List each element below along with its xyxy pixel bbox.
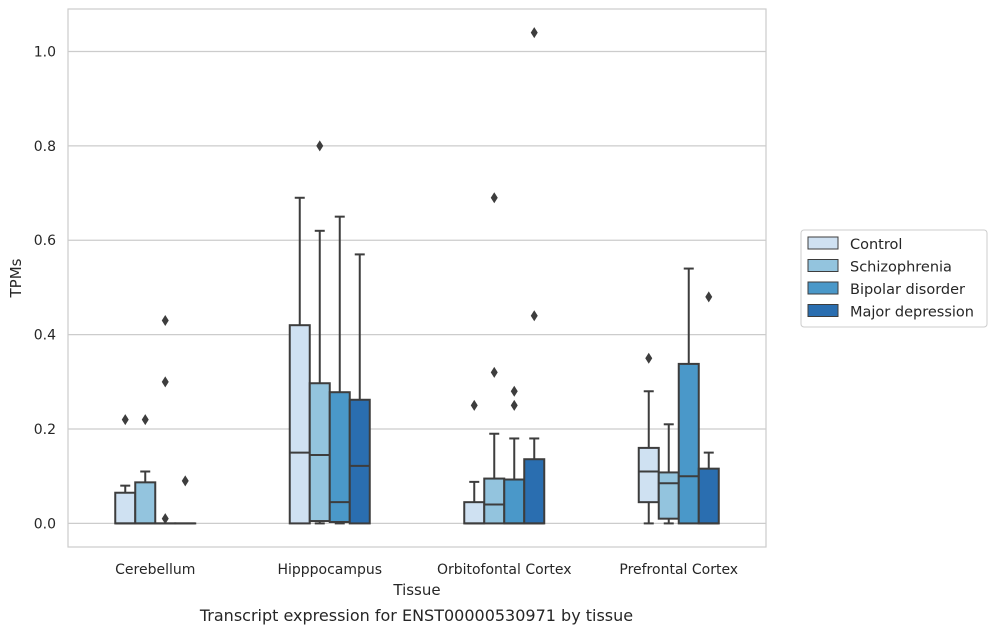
box-3-3: [697, 291, 720, 525]
box-0-1: [134, 414, 157, 525]
box-0-3: [174, 475, 197, 525]
outlier-marker: [161, 314, 169, 326]
box-body: [308, 382, 331, 523]
box-body: [523, 458, 546, 525]
box-1-2: [328, 215, 351, 525]
box-2-2: [503, 385, 526, 525]
outlier-marker: [645, 352, 653, 364]
box-3-2: [677, 267, 700, 525]
outlier-marker: [316, 140, 324, 152]
legend-swatch: [807, 259, 839, 272]
legend-label: Major depression: [850, 305, 974, 321]
outlier-marker: [161, 376, 169, 388]
box-body: [483, 477, 506, 525]
outlier-marker: [141, 414, 149, 426]
box-body: [677, 362, 700, 525]
box-body: [697, 467, 720, 525]
box-2-1: [483, 192, 506, 525]
outlier-marker: [121, 414, 129, 426]
outlier-marker: [530, 310, 538, 322]
boxes-layer: [114, 27, 720, 525]
box-2-0: [463, 399, 486, 525]
y-axis-label: TPMs: [7, 258, 25, 298]
box-0-2: [154, 314, 177, 525]
grid-lines: [68, 50, 766, 525]
x-tick-label: Cerebellum: [115, 562, 195, 578]
box-body: [348, 398, 371, 525]
box-2-3: [523, 27, 546, 525]
legend-swatch: [807, 236, 839, 250]
legend: Control Schizophrenia Bipolar disorder Majo…: [800, 229, 988, 328]
x-axis-label: Tissue: [392, 581, 440, 599]
y-tick-label: 1.0: [34, 44, 56, 60]
x-tick-label: Orbitofontal Cortex: [437, 562, 572, 578]
y-tick-label: 0.6: [34, 233, 56, 249]
box-1-0: [288, 196, 311, 525]
y-tick-label: 0.2: [34, 422, 56, 438]
outlier-marker: [181, 475, 189, 487]
legend-label: Control: [850, 237, 902, 253]
box-body: [503, 478, 526, 525]
outlier-marker: [161, 513, 169, 525]
box-body: [114, 491, 137, 525]
y-tick-label: 0.4: [34, 328, 56, 344]
box-body: [134, 481, 157, 525]
outlier-marker: [530, 27, 538, 39]
y-tick-label: 0.8: [34, 139, 56, 155]
outlier-marker: [470, 399, 478, 411]
y-tick-labels: 0.0 0.2 0.4 0.6 0.8 1.0: [34, 44, 56, 532]
box-3-0: [637, 352, 660, 525]
box-body: [463, 501, 486, 525]
legend-swatch: [807, 304, 839, 317]
box-body: [288, 324, 311, 525]
outlier-marker: [490, 366, 498, 378]
x-tick-label: Prefrontal Cortex: [619, 562, 738, 578]
plot-frame: [67, 8, 767, 548]
legend-label: Schizophrenia: [850, 260, 952, 276]
legend-swatch: [807, 281, 839, 295]
outlier-marker: [490, 192, 498, 204]
figure-caption: Transcript expression for ENST0000053097…: [199, 606, 634, 625]
x-tick-label: Hipppocampus: [277, 562, 382, 578]
box-body: [637, 446, 660, 504]
outlier-marker: [510, 385, 518, 397]
x-tick-labels: Cerebellum Hipppocampus Orbitofontal Corte…: [115, 562, 738, 578]
box-3-1: [657, 423, 680, 525]
box-body: [657, 471, 680, 520]
box-0-0: [114, 414, 137, 525]
outlier-marker: [705, 291, 713, 303]
outlier-marker: [510, 399, 518, 411]
legend-frame: [800, 229, 988, 328]
box-1-1: [308, 140, 331, 525]
legend-label: Bipolar disorder: [850, 282, 965, 298]
y-tick-label: 0.0: [34, 516, 56, 532]
box-1-3: [348, 253, 371, 525]
